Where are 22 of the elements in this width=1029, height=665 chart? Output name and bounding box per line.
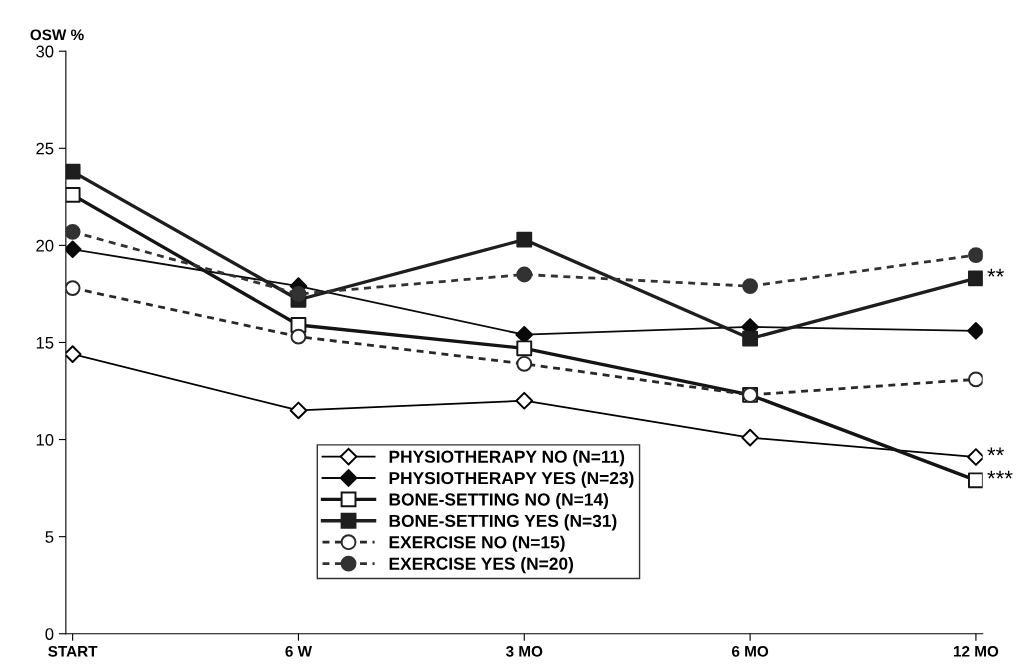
x-tick-label: 6 W (285, 645, 313, 657)
y-tick-label: 20 (36, 239, 54, 252)
legend-label: PHYSIOTHERAPY YES (N=23) (389, 471, 634, 488)
legend-label: PHYSIOTHERAPY NO (N=11) (389, 450, 625, 467)
y-axis-title: OSW % (30, 29, 84, 41)
annotation: *** (987, 470, 1013, 479)
x-tick-label: 12 MO (953, 645, 999, 657)
x-tick-label: START (48, 645, 98, 657)
legend-label: BONE-SETTING NO (N=14) (389, 492, 609, 510)
legend-label: EXERCISE NO (N=15) (389, 535, 565, 552)
x-tick-label: 6 MO (731, 645, 769, 657)
y-tick-label: 5 (45, 531, 54, 543)
y-tick-label: 25 (36, 142, 54, 155)
y-tick-label: 10 (36, 433, 54, 446)
annotation: ** (987, 447, 1004, 456)
y-tick-label: 0 (45, 628, 54, 640)
y-tick-label: 30 (36, 45, 54, 58)
legend-label: EXERCISE YES (N=20) (389, 557, 574, 574)
x-tick-label: 3 MO (505, 645, 543, 657)
y-tick-label: 15 (36, 337, 54, 349)
annotation: ** (987, 268, 1004, 277)
legend-label: BONE-SETTING YES (N=31) (389, 514, 617, 531)
